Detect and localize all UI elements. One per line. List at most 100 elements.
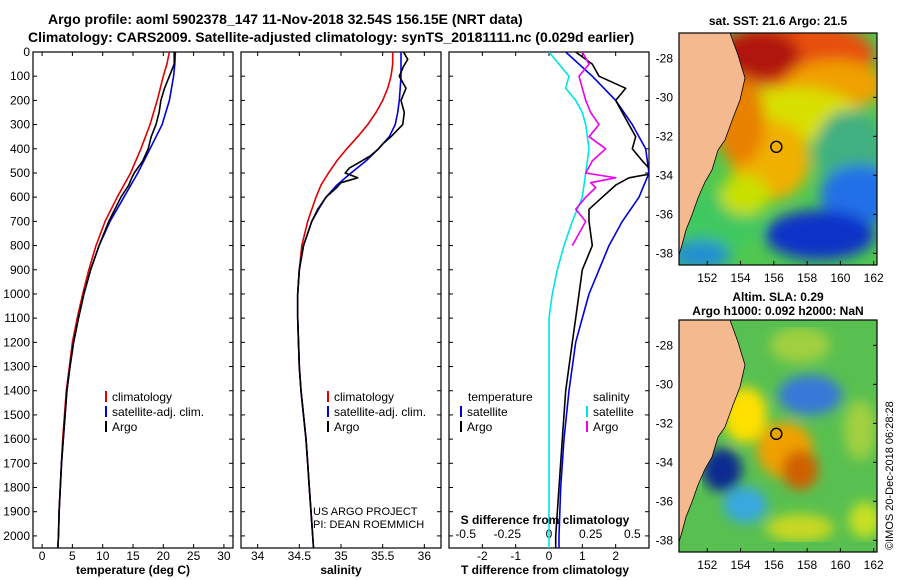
sla-map (679, 320, 877, 552)
difference-x-tick-label: -2 (477, 549, 488, 563)
legend-argo: Argo (334, 420, 360, 434)
difference-x-tick-label: 1 (579, 549, 586, 563)
depth-tick-label: 300 (10, 118, 30, 132)
series-line-s-argo (571, 52, 617, 246)
salinity-x-tick-label: 35.5 (371, 549, 395, 563)
salinity-x-tick-label: 35 (334, 549, 348, 563)
s-difference-tick-label: 0.25 (579, 527, 603, 541)
series-line-argo (57, 52, 175, 548)
map-x-tick-label: 154 (731, 558, 751, 572)
series-line-argo (296, 52, 409, 548)
salinity-xlabel: salinity (320, 563, 362, 577)
map-x-tick-label: 158 (797, 271, 817, 285)
map-y-tick-label: -28 (656, 338, 674, 352)
depth-tick-label: 1800 (3, 481, 30, 495)
temperature-xlabel: temperature (deg C) (76, 563, 190, 577)
map-x-tick-label: 158 (797, 558, 817, 572)
s-difference-tick-label: -0.25 (494, 527, 522, 541)
legend-climatology: climatology (112, 390, 172, 404)
depth-tick-label: 400 (10, 142, 30, 156)
map-y-tick-label: -30 (656, 90, 674, 104)
salinity-legend: climatology satellite-adj. clim. Argo (327, 390, 426, 434)
depth-tick-label: 200 (10, 93, 30, 107)
depth-tick-label: 1000 (3, 287, 30, 301)
sla-map-subtitle: Argo h1000: 0.092 h2000: NaN (692, 304, 863, 318)
depth-tick-label: 700 (10, 214, 30, 228)
depth-tick-label: 0 (23, 45, 30, 59)
salinity-x-tick-label: 34.5 (288, 549, 312, 563)
difference-x-tick-label: -1 (510, 549, 521, 563)
legend-satellite: satellite-adj. clim. (112, 405, 204, 419)
depth-tick-label: 600 (10, 190, 30, 204)
profile-series (57, 52, 649, 548)
difference-legend: temperature satellite Argo salinity sate… (460, 390, 634, 434)
depth-tick-label: 1900 (3, 505, 30, 519)
depth-tick-label: 2000 (3, 529, 30, 543)
map-x-tick-label: 156 (764, 271, 784, 285)
map-x-tick-label: 160 (830, 271, 850, 285)
temperature-x-tick-label: 0 (39, 549, 46, 563)
s-difference-tick-label: -0.5 (455, 527, 476, 541)
depth-tick-label: 1100 (4, 311, 30, 325)
sla-map-frame (678, 319, 878, 553)
header-line2: Climatology: CARS2009. Satellite-adjuste… (28, 29, 634, 45)
map-axes: 152 154 156 158 160 162 -28 -30 -32 -34 -36 -38 152 1… (656, 51, 884, 572)
map-y-tick-label: -36 (656, 494, 674, 508)
depth-tick-label: 800 (10, 239, 30, 253)
difference-x-tick-label: 0 (546, 549, 553, 563)
temperature-x-tick-label: 5 (69, 549, 76, 563)
legend-t-argo: Argo (467, 420, 493, 434)
legend-s-argo: Argo (593, 420, 619, 434)
legend-t-satellite: satellite (467, 405, 508, 419)
map-x-tick-label: 160 (830, 558, 850, 572)
series-line-climatology (57, 52, 171, 536)
legend-satellite: satellite-adj. clim. (334, 405, 426, 419)
map-x-tick-label: 154 (731, 271, 751, 285)
map-y-tick-label: -34 (656, 455, 674, 469)
map-x-tick-label: 156 (764, 558, 784, 572)
project-credit: US ARGO PROJECT (313, 506, 418, 518)
legend-climatology: climatology (334, 390, 394, 404)
depth-tick-label: 1500 (3, 408, 30, 422)
map-y-tick-label: -34 (656, 168, 674, 182)
sst-map (679, 33, 877, 265)
legend-salinity-title: salinity (593, 390, 630, 404)
x-axes: 0 5 10 15 20 25 30 34 34.5 35 35.5 36 -2 -1 0 1 2 -0.5 -0.… (39, 52, 641, 563)
temperature-x-tick-label: 10 (96, 549, 110, 563)
argo-position-marker (770, 427, 783, 441)
sla-map-title: Altim. SLA: 0.29 (732, 290, 824, 304)
legend-argo: Argo (112, 420, 138, 434)
map-x-tick-label: 152 (697, 558, 717, 572)
depth-tick-label: 900 (10, 263, 30, 277)
depth-tick-label: 1700 (3, 456, 30, 470)
temperature-x-tick-label: 20 (157, 549, 171, 563)
series-line-t-satellite (558, 52, 649, 548)
depth-tick-label: 500 (10, 166, 30, 180)
map-y-tick-label: -32 (656, 129, 674, 143)
s-difference-tick-label: 0.5 (624, 527, 641, 541)
sst-map-title: sat. SST: 21.6 Argo: 21.5 (709, 14, 848, 28)
depth-tick-label: 1400 (3, 384, 30, 398)
legend-temperature-title: temperature (468, 390, 533, 404)
depth-tick-label: 1600 (3, 432, 30, 446)
series-line-t-argo (554, 52, 649, 548)
map-y-tick-label: -30 (656, 377, 674, 391)
temperature-legend: climatology satellite-adj. clim. Argo (105, 390, 204, 434)
map-y-tick-label: -32 (656, 416, 674, 430)
depth-axis: 0 100 200 300 400 500 600 700 800 900 1000 1100 1200… (3, 45, 649, 543)
legend-s-satellite: satellite (593, 405, 634, 419)
depth-tick-label: 1300 (3, 360, 30, 374)
series-line-s-satellite (548, 52, 590, 548)
argo-position-marker (770, 140, 783, 154)
pi-credit: PI: DEAN ROEMMICH (313, 519, 424, 531)
series-line-climatology (296, 52, 394, 536)
map-y-tick-label: -38 (656, 246, 674, 260)
sst-map-frame (678, 32, 878, 266)
header-line1: Argo profile: aoml 5902378_147 11-Nov-20… (48, 11, 523, 27)
s-difference-xlabel: S difference from climatology (461, 513, 630, 527)
map-x-tick-label: 162 (864, 271, 884, 285)
salinity-x-tick-label: 34 (251, 549, 265, 563)
series-line-satellite-adj-clim- (57, 52, 177, 548)
temperature-x-tick-label: 15 (126, 549, 140, 563)
